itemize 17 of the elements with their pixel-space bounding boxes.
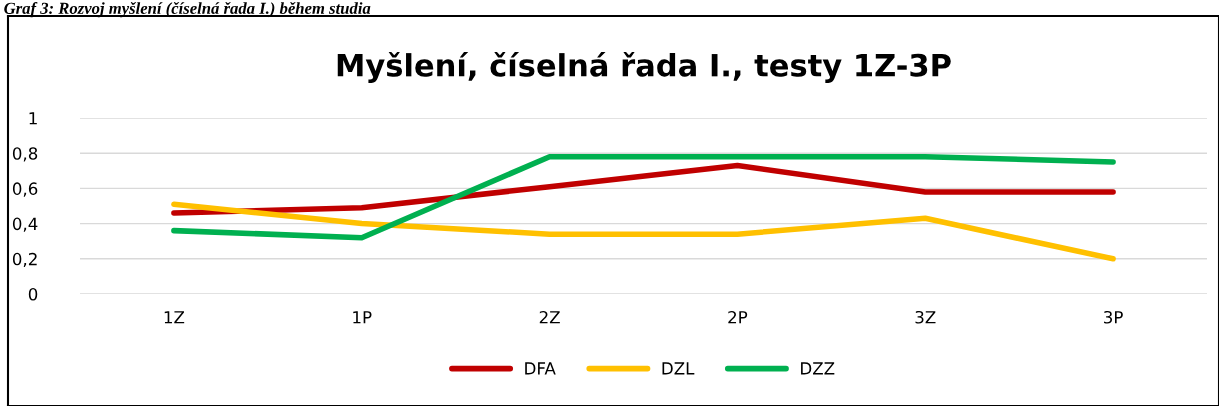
legend-label: DZZ [801, 362, 835, 375]
x-tick-label: 3Z [915, 310, 936, 324]
x-tick-label: 2Z [539, 310, 560, 324]
y-tick-label: 0,8 [12, 147, 38, 162]
chart-title: Myšlení, číselná řada I., testy 1Z-3P [337, 51, 951, 83]
x-tick-label: 3P [1104, 310, 1123, 324]
y-tick-label: 0,4 [12, 217, 38, 232]
text: Graf 3: Rozvoj myšlení (číselná řada I.) během studia [4, 2, 371, 18]
legend-label: DFA [525, 362, 556, 375]
y-tick-label: 0,6 [12, 182, 38, 197]
y-tick-label: 0,2 [12, 252, 37, 268]
x-tick-label: 1P [353, 311, 372, 324]
x-tick-label: 2P [728, 310, 748, 324]
legend-label: DZL [662, 362, 695, 375]
x-tick-label: 1Z [164, 311, 185, 324]
y-tick-label: 1 [29, 112, 37, 125]
y-tick-label: 0 [28, 287, 38, 301]
